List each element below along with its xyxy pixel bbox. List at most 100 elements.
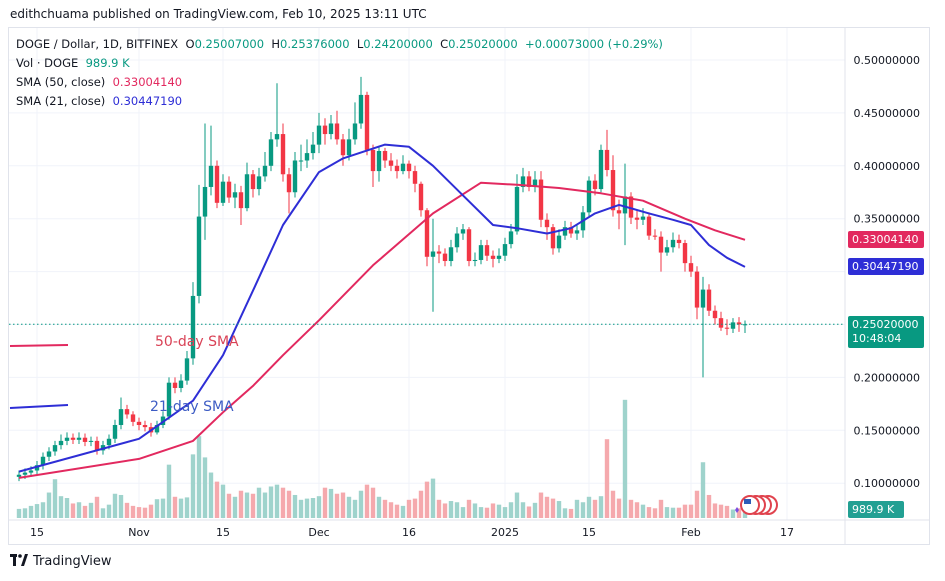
sma50-axis-label: 0.33004140: [848, 231, 924, 248]
candle-body: [238, 192, 244, 209]
candle-body: [304, 153, 310, 161]
volume-bar: [334, 493, 340, 518]
volume-bar: [412, 498, 418, 518]
candle-body: [142, 425, 148, 428]
x-tick-label: Feb: [681, 526, 700, 539]
volume-bar: [88, 502, 94, 518]
volume-bar: [28, 505, 34, 518]
volume-bar: [604, 439, 610, 518]
candle-body: [322, 125, 328, 135]
volume-bar: [106, 504, 112, 518]
candle-body: [280, 134, 286, 175]
candle-body: [562, 227, 568, 236]
volume-bar: [454, 502, 460, 518]
candle-body: [196, 216, 202, 296]
candle-body: [58, 440, 64, 446]
open-value: 0.25007000: [194, 37, 265, 51]
volume-bar: [526, 506, 532, 518]
candle-body: [490, 255, 496, 259]
candle-body: [40, 456, 46, 466]
volume-bar: [238, 490, 244, 518]
volume-bar: [172, 496, 178, 518]
volume-bar: [610, 490, 616, 518]
volume-bar: [676, 507, 682, 518]
volume-bar: [580, 502, 586, 518]
x-tick-label: 15: [582, 526, 596, 539]
volume-bar: [136, 507, 142, 518]
candle-body: [706, 289, 712, 311]
volume-bar: [406, 499, 412, 518]
candle-body: [106, 438, 112, 446]
candle-body: [418, 183, 424, 211]
volume-bar: [742, 512, 748, 518]
candle-body: [22, 472, 28, 475]
candle-body: [268, 139, 274, 166]
change-value: +0.00073000 (+0.29%): [524, 37, 663, 51]
volume-bar: [718, 504, 724, 518]
close-value: 0.25020000: [448, 37, 518, 51]
volume-bar: [442, 503, 448, 518]
candle-body: [424, 210, 430, 257]
candle-body: [496, 255, 502, 259]
volume-bar: [124, 502, 130, 518]
sma50-legend-line: [9, 344, 69, 347]
candle-body: [670, 239, 676, 248]
volume-bar: [52, 479, 58, 518]
volume-bar: [286, 490, 292, 518]
volume-bar: [178, 498, 184, 518]
candle-body: [676, 239, 682, 244]
sma21-label: SMA (21, close): [16, 94, 106, 108]
sma21-axis-label: 0.30447190: [848, 258, 924, 275]
volume-bar: [574, 499, 580, 518]
volume-bar: [220, 484, 226, 518]
volume-bar: [700, 462, 706, 518]
volume-bar: [550, 498, 556, 518]
candle-body: [730, 322, 736, 329]
candle-body: [346, 139, 352, 156]
open-label: O: [185, 37, 195, 51]
volume-bar: [196, 436, 202, 518]
candle-body: [622, 196, 628, 214]
volume-row[interactable]: Vol · DOGE 989.9 K: [16, 54, 663, 73]
candle-body: [166, 382, 172, 417]
volume-bar: [166, 464, 172, 518]
volume-bar: [208, 472, 214, 518]
symbol-title[interactable]: DOGE / Dollar, 1D, BITFINEX: [16, 37, 179, 51]
volume-bar: [562, 508, 568, 518]
candle-body: [514, 186, 520, 232]
candle-body: [682, 243, 688, 264]
sma50-row[interactable]: SMA (50, close) 0.33004140: [16, 73, 663, 92]
candle-body: [88, 440, 94, 442]
volume-bar: [280, 487, 286, 518]
candle-body: [460, 229, 466, 234]
footer-brand[interactable]: TradingView: [10, 554, 112, 569]
candle-body: [112, 425, 118, 439]
volume-bar: [622, 399, 628, 518]
candle-body: [316, 125, 322, 145]
candle-body: [250, 174, 256, 190]
volume-bar: [652, 508, 658, 518]
volume-bar: [190, 454, 196, 518]
x-tick-label: Dec: [308, 526, 329, 539]
volume-bar: [298, 499, 304, 518]
sma21-row[interactable]: SMA (21, close) 0.30447190: [16, 92, 663, 111]
volume-value: 989.9 K: [85, 56, 130, 70]
volume-bar: [514, 492, 520, 518]
x-tick-label: 16: [402, 526, 416, 539]
candle-body: [28, 470, 34, 473]
volume-bar: [202, 457, 208, 518]
volume-bar: [214, 481, 220, 518]
candle-body: [400, 163, 406, 172]
candle-body: [568, 227, 574, 234]
sma21-value: 0.30447190: [112, 94, 183, 108]
candle-body: [466, 229, 472, 262]
chart-frame: [8, 27, 930, 545]
price-tick-label: 0.40000000: [854, 160, 920, 173]
candle-body: [118, 409, 124, 426]
volume-bar: [316, 496, 322, 518]
candle-body: [208, 165, 214, 187]
candle-body: [526, 176, 532, 187]
candle-body: [736, 322, 742, 325]
last-price-value: 0.25020000: [852, 318, 919, 331]
